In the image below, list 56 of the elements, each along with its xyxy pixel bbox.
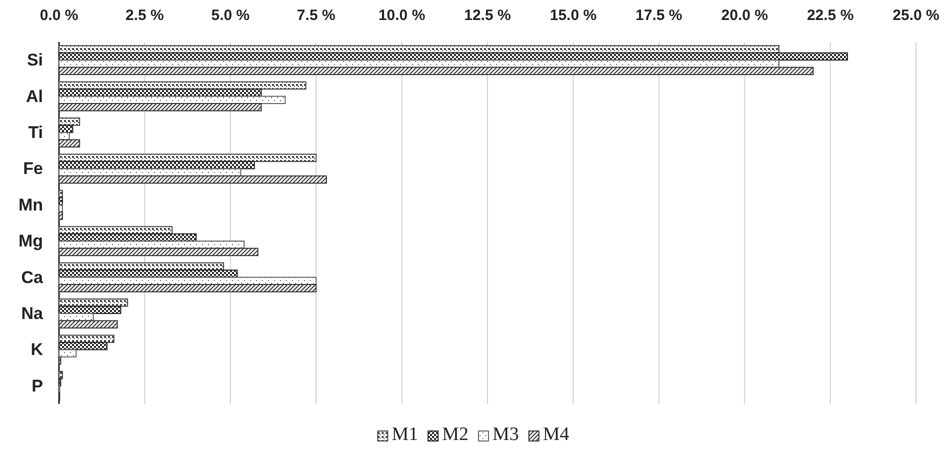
bar	[58, 370, 63, 380]
bar	[58, 139, 80, 148]
bar	[58, 226, 173, 234]
bar	[58, 248, 258, 256]
bar	[58, 154, 317, 162]
bar	[58, 284, 317, 292]
y-tick-label: Na	[21, 304, 44, 323]
x-tick-label: 0.0 %	[40, 7, 78, 24]
bar	[58, 306, 122, 314]
bar	[58, 96, 286, 104]
legend-label: M3	[492, 424, 519, 445]
x-tick-label: 12.5 %	[464, 7, 511, 24]
bar	[58, 298, 128, 307]
bar	[58, 212, 63, 220]
bar	[58, 175, 327, 184]
bar	[58, 349, 77, 358]
y-tick-label: Fe	[23, 159, 43, 178]
bar	[58, 270, 238, 278]
bar	[58, 52, 848, 61]
x-tick-label: 5.0 %	[211, 7, 250, 24]
y-tick-label: Mn	[18, 195, 43, 214]
x-tick-label: 20.0 %	[721, 7, 768, 24]
bar	[58, 342, 108, 350]
bar	[58, 118, 80, 126]
bar	[58, 60, 780, 68]
bar	[58, 168, 242, 176]
y-tick-label: Ti	[28, 122, 43, 142]
y-tick-label: Ca	[21, 268, 44, 287]
bar	[58, 45, 780, 54]
y-tick-label: Al	[26, 86, 43, 106]
bar	[58, 197, 63, 206]
x-tick-label: 2.5 %	[126, 7, 164, 24]
bar	[58, 204, 63, 213]
x-tick-label: 17.5 %	[636, 7, 682, 24]
bar	[58, 88, 262, 97]
bar	[58, 66, 814, 76]
legend-label: M1	[392, 424, 418, 445]
bar	[58, 132, 70, 140]
bar	[58, 334, 114, 343]
bar	[58, 240, 245, 249]
y-tick-label: P	[32, 376, 43, 396]
bar	[58, 320, 118, 328]
y-tick-label: K	[30, 340, 44, 360]
bar	[58, 313, 94, 322]
bar	[58, 160, 255, 170]
bar	[58, 103, 262, 112]
x-tick-label: 25.0 %	[892, 7, 940, 24]
legend-label: M4	[542, 424, 570, 445]
legend-label: M2	[442, 424, 468, 445]
x-tick-label: 22.5 %	[806, 7, 854, 24]
bar	[58, 124, 74, 133]
y-tick-label: Si	[26, 50, 43, 70]
y-tick-label: Mg	[18, 232, 43, 251]
x-tick-label: 7.5 %	[296, 7, 336, 24]
x-tick-label: 10.0 %	[378, 7, 426, 24]
x-tick-label: 15.0 %	[550, 7, 597, 24]
